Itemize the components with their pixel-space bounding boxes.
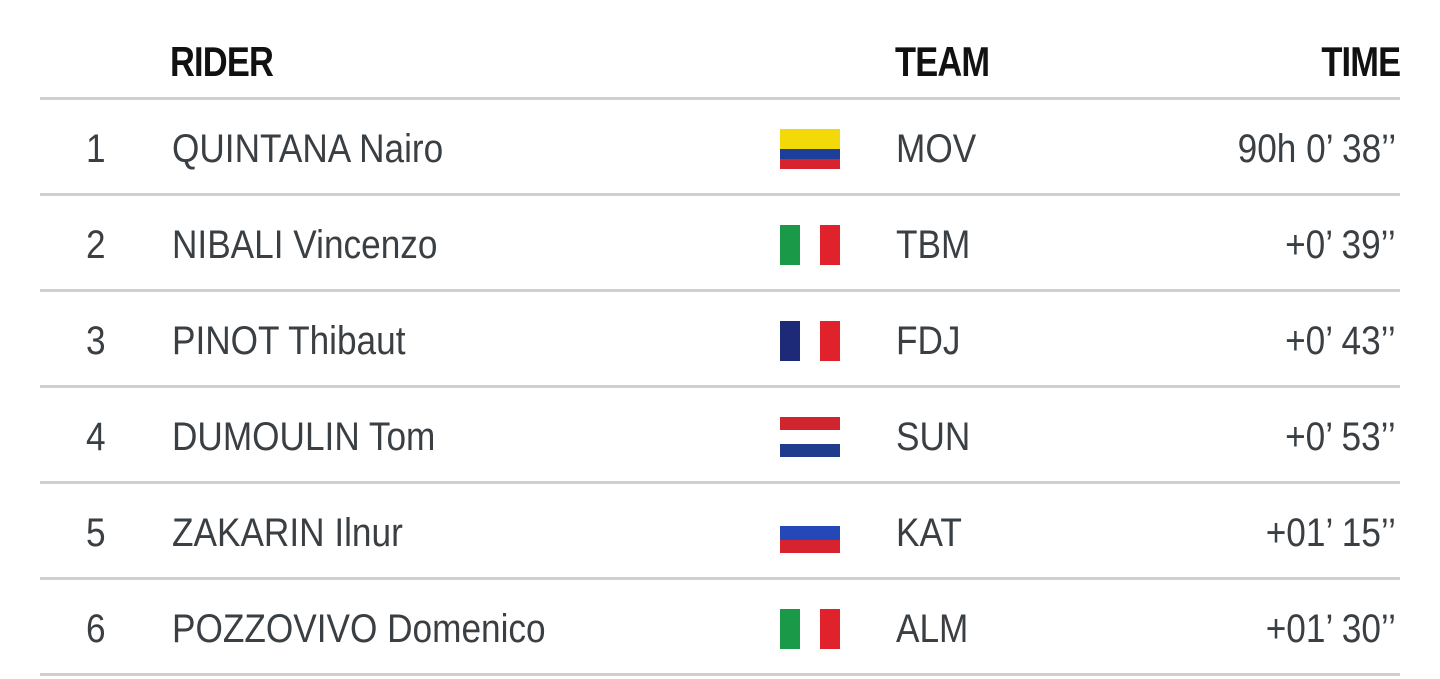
header-divider	[40, 97, 1400, 100]
team: TBM	[896, 223, 971, 267]
time: +0’ 53’’	[1285, 415, 1396, 459]
time: +01’ 15’’	[1265, 511, 1396, 555]
row-divider	[40, 385, 1400, 388]
rank: 2	[86, 223, 106, 267]
row-divider	[40, 577, 1400, 580]
rank: 4	[86, 415, 106, 459]
rank: 5	[86, 511, 106, 555]
rider-name: QUINTANA Nairo	[172, 127, 444, 171]
row-divider	[40, 289, 1400, 292]
rider-name: POZZOVIVO Domenico	[172, 607, 546, 651]
row-divider	[40, 193, 1400, 196]
flag	[780, 225, 840, 265]
rank: 3	[86, 319, 106, 363]
header-team: TEAM	[895, 38, 990, 85]
flag	[780, 417, 840, 457]
row-divider	[40, 673, 1400, 676]
team: FDJ	[896, 319, 961, 363]
rider-name: NIBALI Vincenzo	[172, 223, 438, 267]
rider-name: ZAKARIN Ilnur	[172, 511, 403, 555]
rank: 6	[86, 607, 106, 651]
time: +01’ 30’’	[1265, 607, 1396, 651]
header-rider: RIDER	[170, 38, 274, 85]
row-divider	[40, 481, 1400, 484]
time: +0’ 43’’	[1285, 319, 1396, 363]
time: 90h 0’ 38’’	[1237, 127, 1396, 171]
flag	[780, 321, 840, 361]
rank: 1	[86, 127, 106, 171]
rider-name: PINOT Thibaut	[172, 319, 406, 363]
flag	[780, 513, 840, 553]
time: +0’ 39’’	[1285, 223, 1396, 267]
header-time: TIME	[1321, 38, 1401, 85]
team: ALM	[896, 607, 969, 651]
team: KAT	[896, 511, 962, 555]
flag	[780, 129, 840, 169]
rider-name: DUMOULIN Tom	[172, 415, 436, 459]
flag	[780, 609, 840, 649]
team: MOV	[896, 127, 977, 171]
team: SUN	[896, 415, 971, 459]
